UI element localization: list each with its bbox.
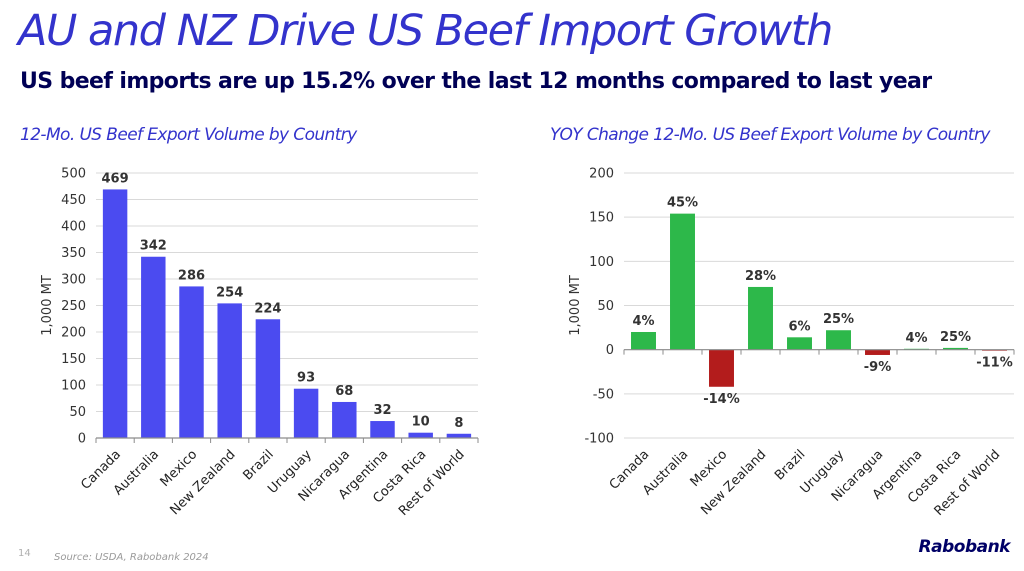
yoy-bar: [748, 286, 773, 350]
volume-data-label: 10: [412, 415, 430, 430]
volume-data-label: 32: [373, 403, 391, 418]
yoy-bar: [670, 213, 695, 350]
volume-bar: [408, 432, 433, 438]
rabobank-logo: Rabobank: [918, 537, 1011, 557]
volume-bar: [332, 401, 357, 438]
volume-bar: [293, 388, 319, 438]
volume-data-label: 342: [140, 239, 167, 254]
yoy-data-label: 4%: [905, 331, 927, 346]
yoy-data-label: -11%: [976, 356, 1013, 371]
volume-y-tick-label: 350: [61, 246, 86, 261]
volume-data-label: 469: [102, 171, 129, 186]
yoy-y-tick-label: -50: [593, 387, 614, 402]
volume-y-tick-label: 400: [61, 220, 86, 235]
source-note: Source: USDA, Rabobank 2024: [54, 552, 209, 563]
volume-bar: [446, 433, 472, 438]
chart-title-yoy-change: YOY Change 12-Mo. US Beef Export Volume …: [550, 125, 990, 145]
yoy-bar: [709, 349, 734, 387]
volume-data-label: 286: [178, 268, 205, 283]
volume-bar: [370, 421, 395, 438]
yoy-y-tick-label: -100: [584, 432, 614, 447]
volume-y-tick-label: 50: [69, 405, 86, 420]
yoy-y-tick-label: 200: [589, 167, 614, 182]
volume-y-tick-label: 150: [61, 352, 86, 367]
page-number: 14: [18, 548, 31, 559]
volume-y-tick-label: 250: [61, 299, 86, 314]
yoy-data-label: -9%: [864, 360, 891, 375]
page-subtitle: US beef imports are up 15.2% over the la…: [20, 69, 932, 94]
volume-y-tick-label: 500: [61, 167, 86, 182]
yoy-y-tick-label: 150: [589, 211, 614, 226]
volume-bar: [102, 189, 128, 438]
volume-bar: [141, 256, 166, 438]
chart-title-volume: 12-Mo. US Beef Export Volume by Country: [20, 125, 357, 145]
yoy-bar: [787, 337, 812, 350]
volume-data-label: 93: [297, 371, 315, 386]
volume-data-label: 224: [254, 301, 281, 316]
yoy-y-tick-label: 0: [606, 343, 614, 358]
yoy-data-label: 25%: [940, 330, 971, 345]
volume-y-tick-label: 450: [61, 193, 86, 208]
yoy-data-label: 4%: [632, 314, 654, 329]
yoy-data-label: 25%: [823, 312, 854, 327]
volume-bar: [179, 286, 204, 438]
volume-y-tick-label: 200: [61, 326, 86, 341]
page-title: AU and NZ Drive US Beef Import Growth: [18, 6, 833, 56]
yoy-y-axis-label: 1,000 MT: [568, 275, 583, 336]
yoy-data-label: -14%: [703, 392, 740, 407]
yoy-bar: [943, 347, 968, 350]
volume-data-label: 68: [335, 384, 353, 399]
volume-bar: [255, 319, 281, 438]
yoy-bar: [631, 332, 656, 350]
yoy-data-label: 45%: [667, 196, 698, 211]
yoy-y-tick-label: 100: [589, 255, 614, 270]
volume-y-tick-label: 0: [78, 432, 86, 447]
yoy-bar: [826, 330, 851, 350]
yoy-x-tick-label: Brazil: [772, 447, 808, 483]
volume-data-label: 8: [454, 416, 463, 431]
volume-bar: [217, 303, 242, 438]
volume-y-tick-label: 300: [61, 273, 86, 288]
volume-data-label: 254: [216, 285, 243, 300]
yoy-y-tick-label: 50: [597, 299, 614, 314]
yoy-bar: [865, 349, 890, 355]
yoy-data-label: 6%: [788, 319, 810, 334]
volume-y-axis-label: 1,000 MT: [40, 275, 55, 336]
yoy-data-label: 28%: [745, 269, 776, 284]
volume-y-tick-label: 100: [61, 379, 86, 394]
